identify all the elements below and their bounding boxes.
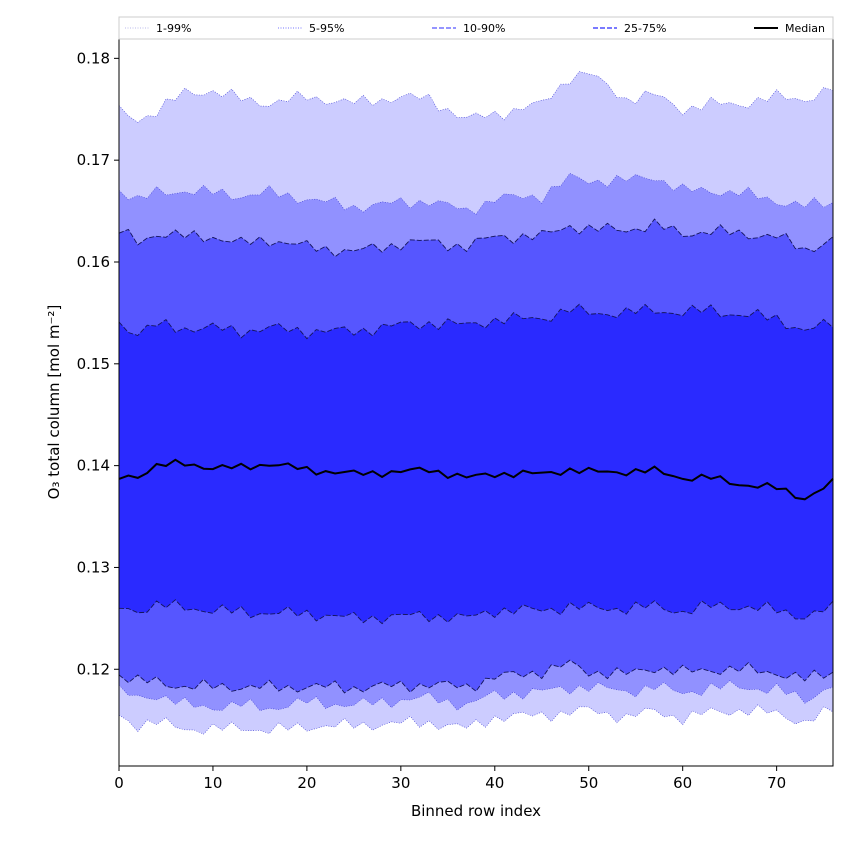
legend-entry-label: 10-90%: [463, 22, 505, 35]
x-tick-label: 20: [297, 774, 316, 792]
band-5-95pct-upper-edge: [118, 173, 834, 215]
y-tick-label: 0.12: [77, 660, 110, 678]
median-line: [118, 458, 834, 501]
x-tick-label: 30: [391, 774, 410, 792]
y-tick-label: 0.16: [77, 253, 110, 271]
band-25-75pct: [119, 304, 833, 624]
x-axis: 0 10 20 30 40 50 60 70: [114, 766, 786, 792]
band-5-95pct-lower-edge: [118, 680, 834, 711]
x-tick-label: 60: [673, 774, 692, 792]
y-tick-label: 0.13: [77, 558, 110, 576]
x-tick-label: 0: [114, 774, 124, 792]
median-layer: [118, 458, 834, 501]
x-tick-label: 70: [767, 774, 786, 792]
legend-entry-label: 25-75%: [624, 22, 666, 35]
legend-entry-label: Median: [785, 22, 825, 35]
legend: 1-99% 5-95% 10-90% 25-75% Median: [118, 16, 834, 40]
legend-entry-label: 1-99%: [156, 22, 191, 35]
y-axis: 0.12 0.13 0.14 0.15 0.16 0.17 0.18: [77, 49, 119, 678]
band-10-90pct-lower-edge: [118, 659, 834, 694]
y-axis-label: O₃ total column [mol m⁻²]: [45, 305, 63, 500]
legend-frame: [118, 16, 834, 40]
y-tick-label: 0.14: [77, 457, 110, 475]
x-axis-label: Binned row index: [411, 802, 541, 820]
x-tick-label: 50: [579, 774, 598, 792]
y-tick-label: 0.15: [77, 355, 110, 373]
band-25-75pct-lower-edge: [118, 599, 834, 625]
x-tick-label: 40: [485, 774, 504, 792]
band-1-99pct-lower-edge: [118, 704, 834, 735]
y-tick-label: 0.17: [77, 151, 110, 169]
band-1-99pct-upper-edge: [118, 71, 834, 123]
legend-entry-label: 5-95%: [309, 22, 344, 35]
percentile-bands: [118, 71, 834, 735]
band-25-75pct-upper-edge: [118, 303, 834, 340]
y-tick-label: 0.18: [77, 49, 110, 67]
x-tick-label: 10: [203, 774, 222, 792]
